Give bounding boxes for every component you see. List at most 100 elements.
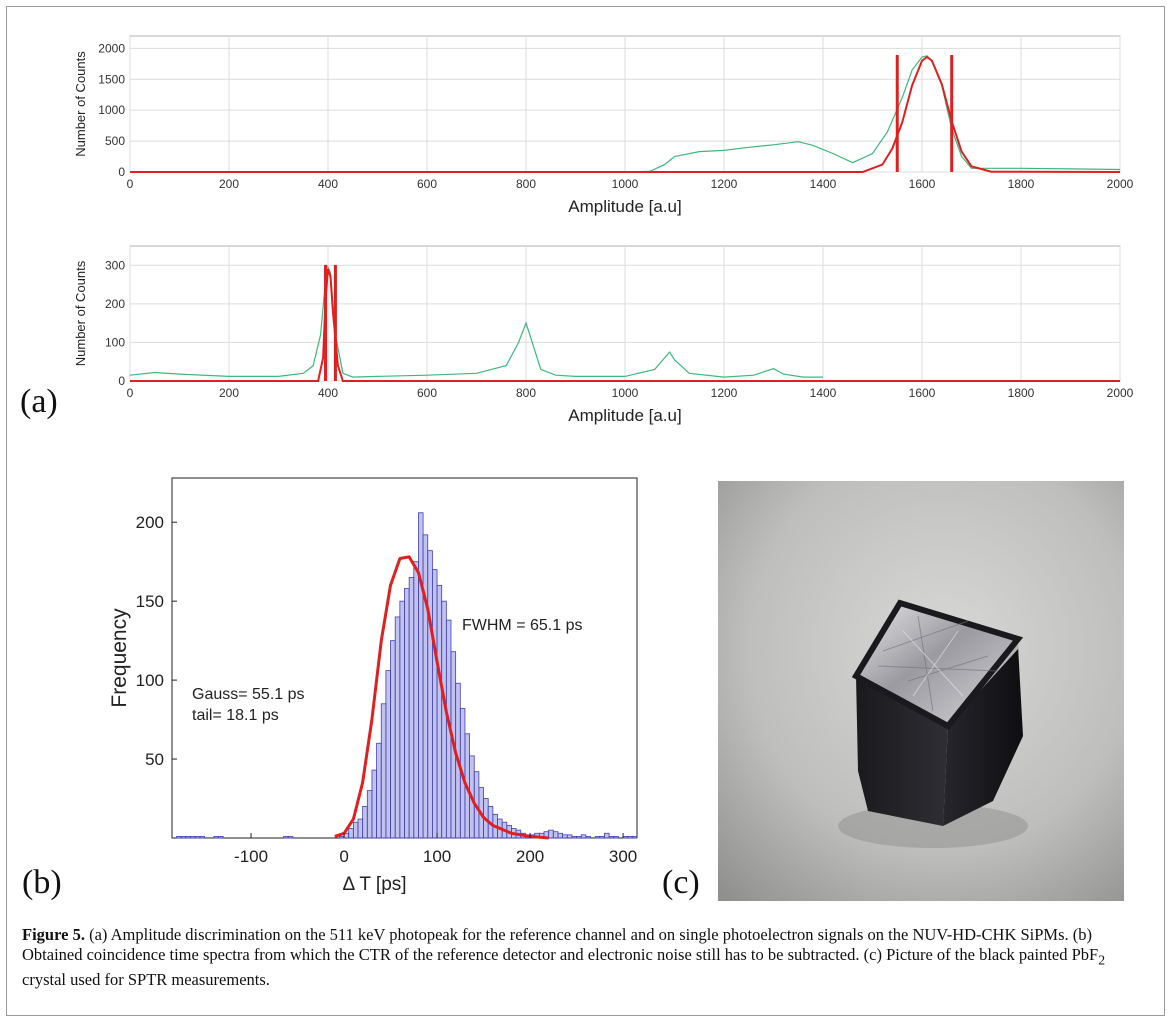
x-tick-label: 2000 [1107,386,1134,400]
histogram-bar [608,836,615,839]
histogram-bar [348,828,354,839]
x-tick-label: 1000 [612,386,639,400]
x-tick-label: 800 [516,386,536,400]
x-tick-label: 1800 [1008,177,1035,191]
histogram-bar [436,584,443,839]
fit-curve [334,555,549,840]
annotation-fwhm: FWHM = 65.1 ps [462,617,582,634]
y-tick-label: 100 [136,671,164,690]
histogram-bar [413,561,419,839]
histogram-bar [404,588,410,839]
figure-frame [6,6,1165,1016]
x-tick-label: 1200 [711,386,738,400]
y-tick-label: 500 [105,134,125,148]
histogram-bar [622,836,629,839]
y-tick-label: 50 [145,750,164,769]
histogram-bar [441,600,447,839]
crystal-photo [718,481,1124,901]
x-tick-label: 1600 [909,177,936,191]
data-curve [129,265,823,378]
x-tick-label: 0 [339,847,348,866]
caption-text-1: (a) Amplitude discrimination on the 511 … [22,925,1099,964]
histogram-bar [427,550,433,839]
histogram-bar [552,831,559,839]
annotation-gauss: Gauss= 55.1 ps [192,686,305,703]
histogram-bar [357,818,364,839]
annotation-tail: tail= 18.1 ps [192,707,279,724]
x-axis-label: Δ T [ps] [342,874,406,895]
histogram-bar [380,703,387,839]
y-axis-label: Frequency [108,608,131,708]
histogram-bar [199,836,205,839]
y-tick-label: 1500 [98,72,125,86]
x-tick-label: 0 [127,386,134,400]
histogram-bar [213,836,219,839]
histogram-bar [399,600,405,839]
x-tick-label: 1400 [810,386,837,400]
x-tick-label: 800 [516,177,536,191]
y-tick-label: 200 [105,297,125,311]
x-tick-label: 200 [219,177,239,191]
histogram-bar [376,742,382,839]
fit-curve [130,55,1121,173]
panel-label-b: (b) [22,864,62,901]
histogram-bar [613,836,619,839]
data-curve [130,55,1121,173]
histogram-bar [190,836,196,839]
histogram-bar [371,769,378,839]
caption-text-2: crystal used for SPTR measurements. [22,970,270,990]
histogram-bar [185,836,191,839]
x-tick-label: 1800 [1008,386,1035,400]
y-tick-label: 2000 [98,41,125,55]
x-tick-label: 2000 [1107,177,1134,191]
histogram-bar [594,836,601,839]
histogram-bar [418,512,424,839]
y-tick-label: 100 [105,335,125,349]
histogram-bar [194,836,201,839]
x-tick-label: 0 [127,177,134,191]
histogram-bar [431,569,438,839]
fit-curve [130,268,1120,382]
histogram-bar [390,640,396,839]
x-tick-label: 200 [516,847,544,866]
x-tick-label: 1600 [909,386,936,400]
histogram-bar [562,834,568,839]
x-tick-label: 300 [609,847,637,866]
chart-a-bottom: 0 200 400 600 800 1000 1200 1400 1600 1800 2000 0 10… [73,245,1134,425]
histogram-bar [422,534,429,839]
histogram-bar [352,821,359,839]
y-tick-label: 150 [136,592,164,611]
x-tick-label: 1000 [612,177,639,191]
x-axis-label: Amplitude [a.u] [568,197,681,216]
x-tick-label: 400 [318,177,338,191]
y-axis-label: Number of Counts [73,260,88,366]
histogram-bar [176,836,182,839]
y-tick-label: 0 [118,374,125,388]
histogram-bar [580,834,587,839]
histogram-bar [566,834,573,839]
x-tick-label: 600 [417,386,437,400]
chart-b-histogram: -100 0 100 200 300 50 100 150 200 Δ T [ps] Frequen… [108,477,638,895]
figure-caption: Figure 5. (a) Amplitude discrimination o… [22,925,1147,990]
x-tick-label: 600 [417,177,437,191]
x-tick-label: 1200 [711,177,738,191]
histogram-bar [599,836,605,839]
histogram-bar [548,829,554,839]
x-axis-label: Amplitude [a.u] [568,406,681,425]
y-tick-label: 300 [105,258,125,272]
panel-label-a: (a) [20,383,58,420]
histogram-bar [362,806,368,839]
y-tick-label: 1000 [98,103,125,117]
histogram-bar [408,577,415,839]
x-tick-label: 200 [219,386,239,400]
histogram-bar [180,836,187,839]
histogram-bar [557,832,564,839]
histogram-bar [366,790,373,839]
histogram-bar [631,836,638,839]
x-tick-label: -100 [234,847,268,866]
histogram-bar [627,836,633,839]
histogram-bar [338,836,345,839]
x-tick-label: 100 [423,847,451,866]
histogram-bar [571,836,577,839]
x-tick-label: 1400 [810,177,837,191]
